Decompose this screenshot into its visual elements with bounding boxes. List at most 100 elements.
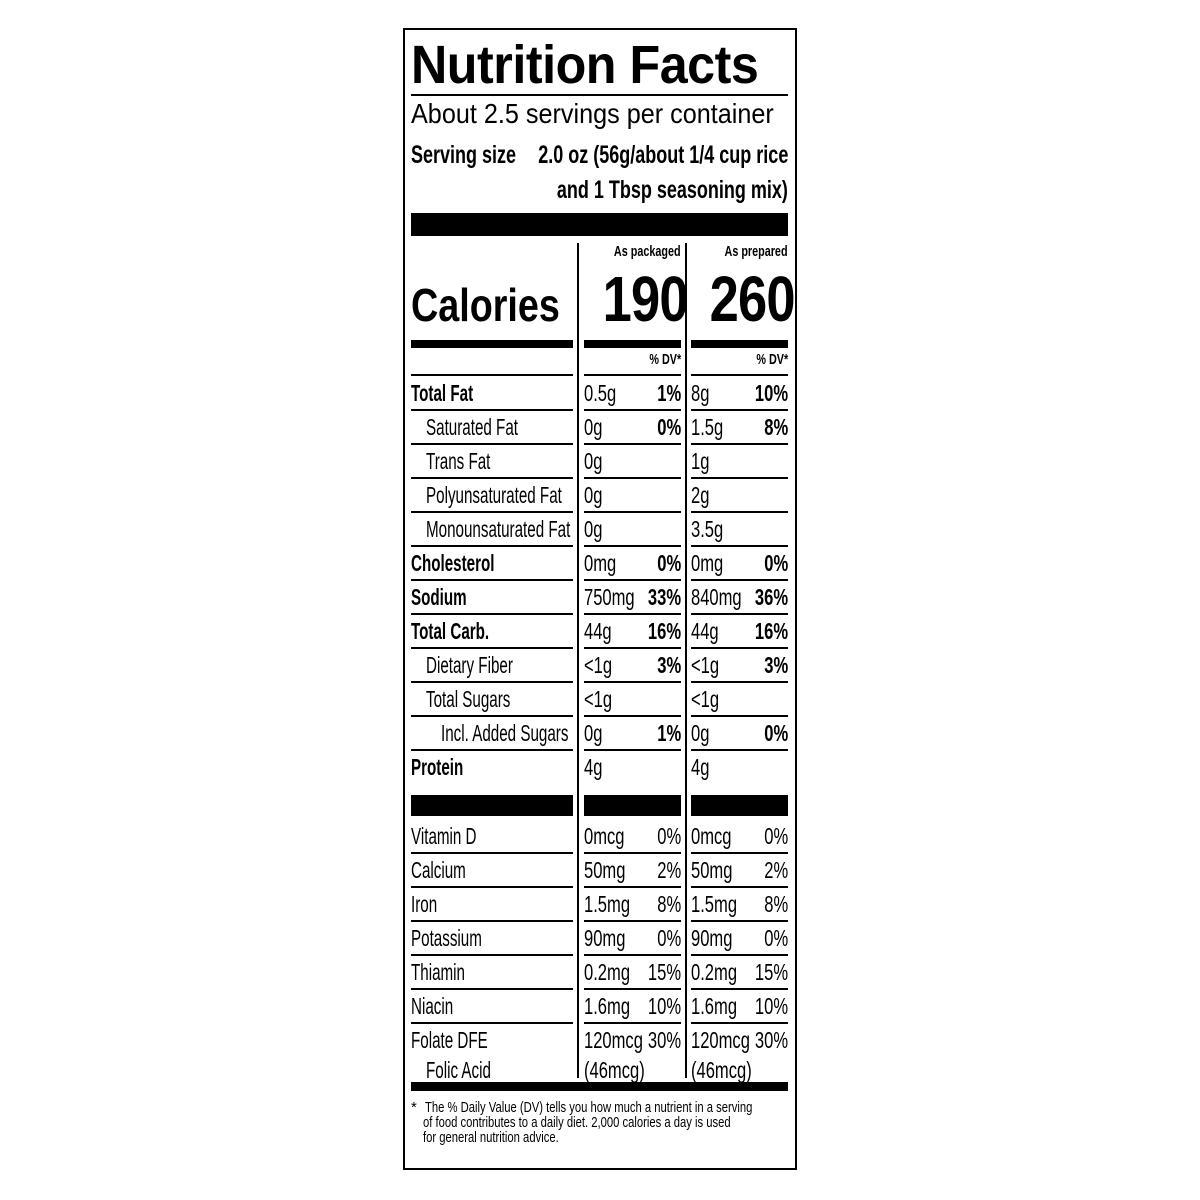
vitamin-name: Vitamin D [411, 823, 477, 849]
table-row: Trans Fat 0g 1g [411, 445, 788, 479]
prepared-amount-cell: 0g [691, 720, 717, 746]
packaged-dv-cell: 0% [648, 550, 681, 576]
row-divider [691, 545, 788, 547]
prepared-dv: 0% [764, 925, 788, 951]
prepared-amount-cell: 1.6mg [691, 993, 755, 1019]
row-divider [691, 579, 788, 581]
row-divider [691, 715, 788, 717]
prepared-amount-cell: 0mg [691, 550, 736, 576]
column-divider [577, 243, 579, 1078]
row-divider [584, 920, 681, 922]
packaged-dv-cell: 0% [648, 925, 681, 951]
prepared-amount-cell: 1g [691, 448, 717, 474]
packaged-dv: 0% [657, 925, 681, 951]
packaged-dv-cell: 10% [635, 993, 681, 1019]
vitamin-name: Calcium [411, 857, 466, 883]
packaged-dv: 3% [657, 652, 681, 678]
row-divider [691, 477, 788, 479]
packaged-amount: 0g [584, 482, 603, 508]
row-divider [411, 613, 573, 615]
prepared-amount: 8g [691, 380, 710, 406]
prepared-amount-cell: <1g [691, 652, 730, 678]
dv-header-text: % DV* [756, 351, 788, 368]
packaged-dv: 8% [657, 891, 681, 917]
row-divider [691, 954, 788, 956]
row-divider [691, 988, 788, 990]
table-row: Calcium 50mg 2% 50mg 2% [411, 854, 788, 888]
prepared-amount-cell: (46mcg) [691, 1057, 775, 1083]
table-row: Sodium 750mg 33% 840mg 36% [411, 581, 788, 615]
divider [411, 94, 788, 96]
packaged-amount-cell: 0mcg [584, 823, 640, 849]
row-divider [584, 545, 681, 547]
packaged-dv: 0% [657, 550, 681, 576]
packaged-amount: <1g [584, 652, 613, 678]
vitamin-subname: Folic Acid [426, 1057, 491, 1083]
nutrient-name-cell: Incl. Added Sugars [441, 720, 634, 746]
row-divider [584, 886, 681, 888]
row-divider [584, 749, 681, 751]
footnote-line: for general nutrition advice. [423, 1129, 559, 1146]
packaged-dv-cell: 8% [648, 891, 681, 917]
row-divider [691, 681, 788, 683]
row-divider [411, 579, 573, 581]
serving-size-value-1: 2.0 oz (56g/about 1/4 cup rice [441, 141, 788, 170]
packaged-dv: 0% [657, 414, 681, 440]
row-divider [411, 920, 573, 922]
packaged-amount: 0g [584, 414, 603, 440]
row-divider [691, 749, 788, 751]
prepared-amount: 840mg [691, 584, 742, 610]
row-divider [691, 443, 788, 445]
packaged-amount: 1.6mg [584, 993, 631, 1019]
thick-divider [584, 795, 681, 816]
medium-divider [411, 340, 573, 348]
prepared-amount: 4g [691, 754, 710, 780]
packaged-amount-cell: 120mcg [584, 1027, 666, 1053]
prepared-dv: 2% [764, 857, 788, 883]
nutrient-name-cell: Total Sugars [426, 686, 554, 712]
vitamin-name-cell: Potassium [411, 925, 518, 951]
row-divider [584, 954, 681, 956]
vitamin-subname-cell: Folic Acid [426, 1057, 524, 1083]
title: Nutrition Facts [411, 34, 785, 96]
prepared-dv-cell: 0% [755, 550, 788, 576]
row-divider [411, 443, 573, 445]
packaged-amount-cell: 0g [584, 482, 610, 508]
nutrient-name: Trans Fat [426, 448, 491, 474]
packaged-dv-cell: 1% [648, 720, 681, 746]
prepared-dv: 0% [764, 550, 788, 576]
packaged-dv: 10% [647, 993, 681, 1019]
row-divider [411, 886, 573, 888]
vitamin-name-cell: Niacin [411, 993, 475, 1019]
nutrient-name-cell: Total Carb. [411, 618, 529, 644]
nutrient-name-cell: Protein [411, 754, 490, 780]
packaged-amount: 120mcg [584, 1027, 643, 1053]
packaged-amount-cell: 0.2mg [584, 959, 648, 985]
prepared-dv-cell: 10% [742, 993, 788, 1019]
nutrient-name: Monounsaturated Fat [426, 516, 571, 542]
vitamin-name: Folate DFE [411, 1027, 488, 1053]
prepared-amount-cell: 1.5mg [691, 891, 755, 917]
prepared-amount: 90mg [691, 925, 733, 951]
packaged-amount: 90mg [584, 925, 626, 951]
packaged-amount: 0.2mg [584, 959, 631, 985]
table-row: Total Carb. 44g 16% 44g 16% [411, 615, 788, 649]
table-row: Dietary Fiber <1g 3% <1g 3% [411, 649, 788, 683]
nutrient-name: Cholesterol [411, 550, 495, 576]
dv-header-packaged: % DV* [584, 351, 681, 368]
table-row: Polyunsaturated Fat 0g 2g [411, 479, 788, 513]
prepared-amount-cell: <1g [691, 686, 730, 712]
column-header-prepared: As prepared [691, 243, 788, 260]
row-divider [691, 613, 788, 615]
row-divider [691, 886, 788, 888]
prepared-amount-cell: 3.5g [691, 516, 736, 542]
nutrient-name: Saturated Fat [426, 414, 518, 440]
row-divider [411, 409, 573, 411]
row-divider [411, 852, 573, 854]
packaged-amount-cell: 50mg [584, 857, 642, 883]
calories-packaged-value: 190 [602, 263, 689, 335]
table-row: Niacin 1.6mg 10% 1.6mg 10% [411, 990, 788, 1024]
vitamin-name-cell: Folate DFE [411, 1027, 527, 1053]
table-row: Incl. Added Sugars 0g 1% 0g 0% [411, 717, 788, 751]
prepared-dv: 10% [754, 993, 788, 1019]
